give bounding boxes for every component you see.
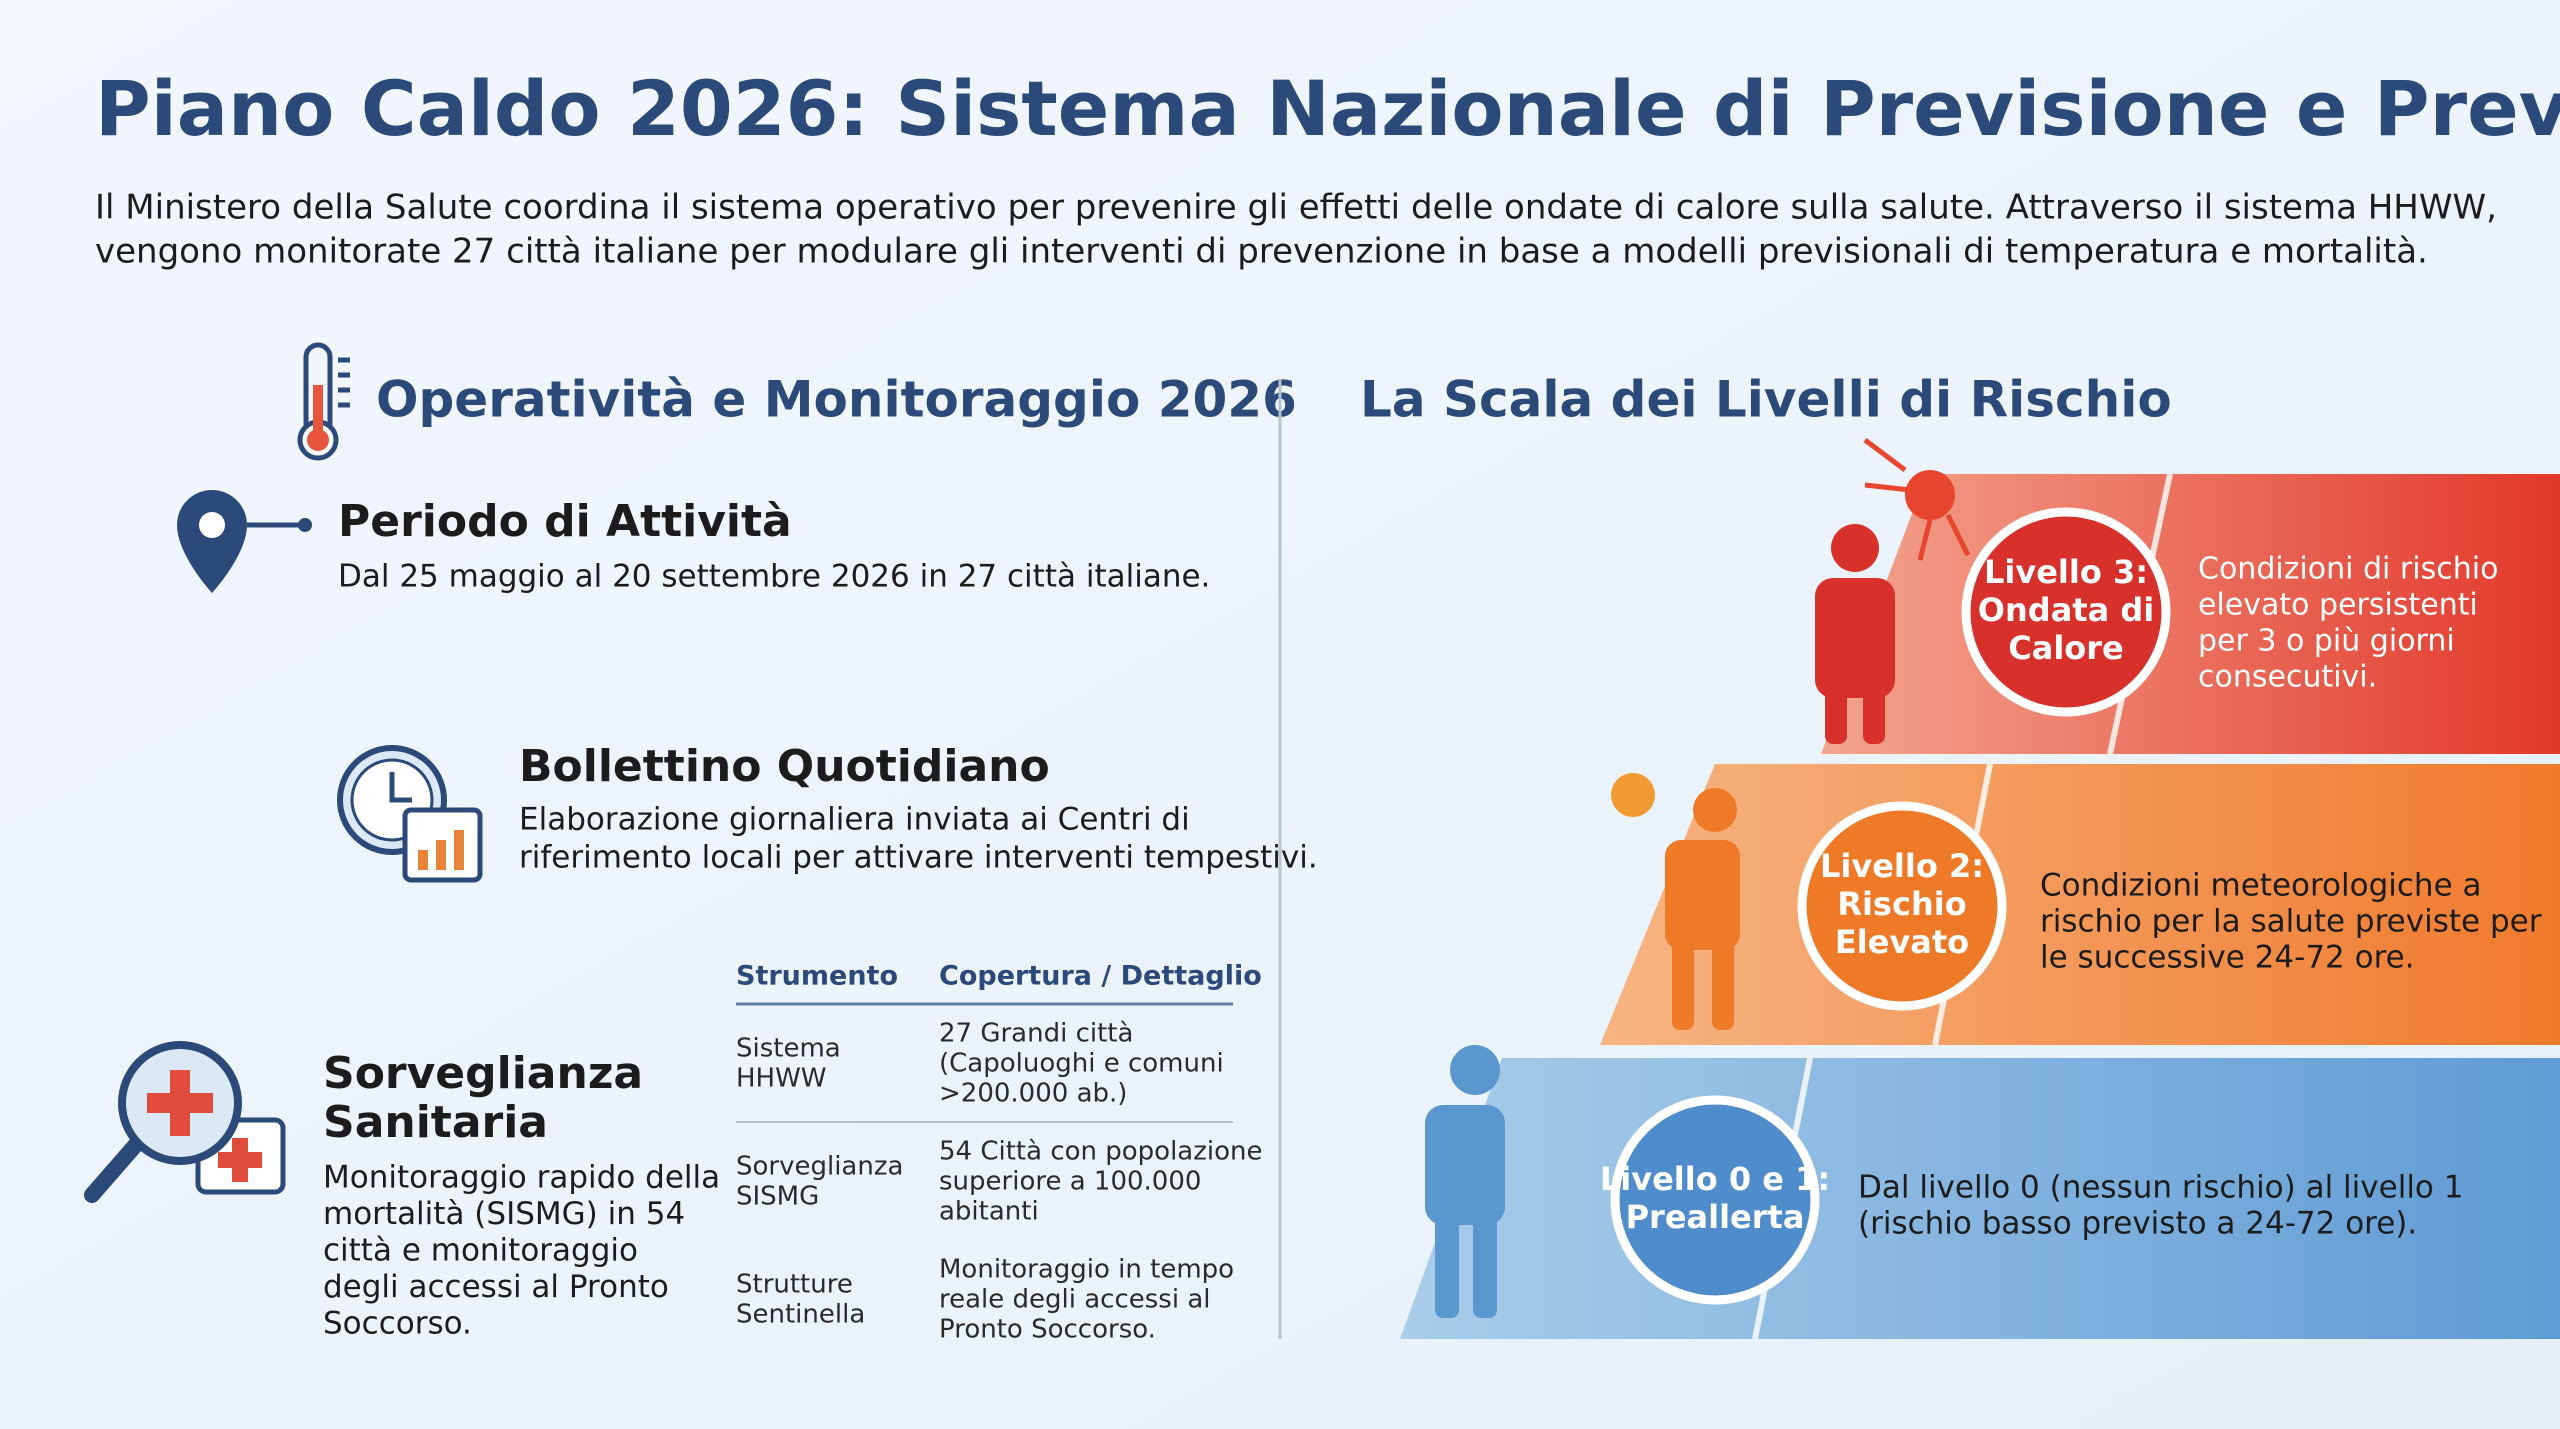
item-text: mortalità (SISMG) in 54	[323, 1196, 685, 1232]
item-title: Sorveglianza	[323, 1048, 643, 1099]
level-label: Preallerta	[1626, 1198, 1805, 1236]
level-label: Livello 0 e 1:	[1600, 1160, 1830, 1198]
level-text: (rischio basso previsto a 24-72 ore).	[1858, 1206, 2417, 1242]
table-cell: HHWW	[736, 1064, 827, 1094]
description: Il Ministero della Salute coordina il si…	[95, 188, 2497, 228]
level-text: Dal livello 0 (nessun rischio) al livell…	[1858, 1170, 2463, 1206]
thermometer-icon	[297, 342, 350, 461]
item-text: Elaborazione giornaliera inviata ai Cent…	[519, 802, 1190, 838]
table-cell: Pronto Soccorso.	[939, 1315, 1156, 1345]
clock-icon	[337, 745, 483, 883]
table-cell: Sistema	[736, 1034, 841, 1064]
section-heading: Operatività e Monitoraggio 2026	[376, 371, 1297, 429]
level-text: consecutivi.	[2198, 660, 2377, 695]
table-cell: Strutture	[736, 1270, 853, 1300]
table: Strumento Copertura / Dettaglio SistemaH…	[736, 961, 1263, 1345]
table-cell: superiore a 100.000	[939, 1167, 1201, 1197]
table-cell: 54 Città con popolazione	[939, 1137, 1263, 1167]
level-label: Livello 3:	[1984, 553, 2148, 591]
magnifier-icon	[84, 1041, 286, 1203]
table-header: Copertura / Dettaglio	[939, 961, 1262, 992]
table-cell: (Capoluoghi e comuni	[939, 1049, 1224, 1079]
level-badge	[1610, 1095, 1820, 1305]
item-text: Monitoraggio rapido della	[323, 1160, 720, 1196]
level-text: Condizioni meteorologiche a	[2040, 868, 2482, 904]
table-cell: Sentinella	[736, 1300, 865, 1330]
table-cell: reale degli accessi al	[939, 1285, 1211, 1315]
level-label: Calore	[2008, 629, 2124, 667]
table-cell: Monitoraggio in tempo	[939, 1255, 1234, 1285]
title: Piano Caldo 2026: Sistema Nazionale di P…	[95, 64, 2560, 153]
section-heading: La Scala dei Livelli di Rischio	[1360, 371, 2172, 429]
table-cell: SISMG	[736, 1182, 819, 1212]
item-text: Dal 25 maggio al 20 settembre 2026 in 27…	[338, 559, 1210, 595]
level-text: le successive 24-72 ore.	[2040, 940, 2415, 976]
level-label: Ondata di	[1978, 591, 2154, 629]
description: vengono monitorate 27 città italiane per…	[95, 232, 2428, 272]
item-title: Periodo di Attività	[338, 496, 792, 547]
table-cell: 27 Grandi città	[939, 1019, 1133, 1049]
item-text: riferimento locali per attivare interven…	[519, 840, 1318, 876]
item-text: città e monitoraggio	[323, 1233, 638, 1269]
level-badge	[1961, 507, 2171, 717]
level-label: Rischio	[1837, 885, 1966, 923]
table-cell: Sorveglianza	[736, 1152, 903, 1182]
person-calm	[1425, 1045, 1505, 1318]
table-cell: abitanti	[939, 1197, 1039, 1227]
level-label: Elevato	[1835, 923, 1969, 961]
level-badge	[1797, 801, 2007, 1011]
level-text: per 3 o più giorni	[2198, 624, 2455, 659]
level-text: Condizioni di rischio	[2198, 552, 2498, 587]
level-label: Livello 2:	[1820, 847, 1984, 885]
table-header: Strumento	[736, 961, 898, 992]
pin-icon	[177, 490, 312, 593]
level-text: elevato persistenti	[2198, 588, 2478, 623]
person-warm	[1611, 773, 1740, 1030]
item-text: Soccorso.	[323, 1306, 472, 1342]
person-hot	[1815, 438, 1971, 744]
item-text: degli accessi al Pronto	[323, 1269, 669, 1305]
item-title: Bollettino Quotidiano	[519, 741, 1050, 792]
level-text: rischio per la salute previste per	[2040, 904, 2542, 940]
item-title: Sanitaria	[323, 1097, 548, 1148]
table-cell: >200.000 ab.)	[939, 1079, 1127, 1109]
